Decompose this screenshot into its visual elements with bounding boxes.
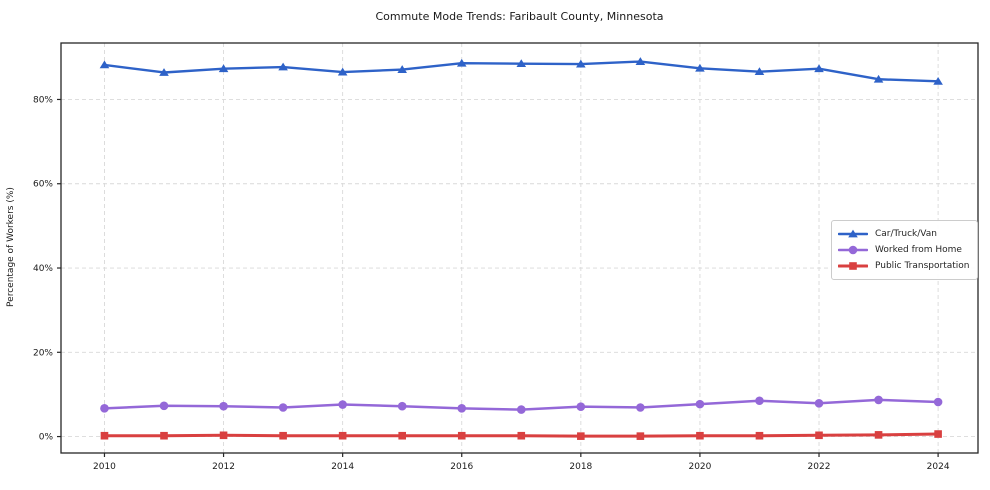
data-point-marker [933,397,943,407]
data-point-marker [457,404,467,413]
legend-item-public-transportation: Public Transportation [838,258,969,274]
data-point-marker [219,401,228,411]
data-point-marker [636,432,645,440]
series-worked-from-home [100,395,943,414]
data-point-marker [397,401,407,411]
legend: Car/Truck/Van Worked from Home Public Tr… [831,220,978,280]
y-tick-label: 80% [33,95,53,105]
data-point-marker [218,64,229,73]
data-point-marker [516,59,527,68]
data-point-marker [696,431,704,440]
data-point-marker [814,64,824,73]
legend-line-sample [838,245,868,255]
data-point-marker [278,62,288,71]
data-point-marker [636,403,645,412]
y-tick-label: 0% [39,433,54,443]
x-tick-label: 2016 [450,462,473,472]
y-tick-label: 60% [33,180,53,190]
chart-title: Commute Mode Trends: Faribault County, M… [375,10,664,23]
data-point-marker [576,59,586,68]
legend-label: Worked from Home [875,245,962,255]
data-point-marker [159,401,169,411]
data-point-marker [576,402,586,411]
axis-ticks: 2010 2012 2014 2016 2018 2020 2022 2024 0% 20% 40%… [33,95,950,472]
data-point-marker [337,67,348,76]
data-point-marker [754,67,765,76]
legend-sample-marker [849,262,857,270]
data-point-marker [219,431,228,440]
data-point-marker [99,60,110,69]
legend-line-sample [838,229,868,238]
data-point-marker [874,395,883,405]
legend-label: Car/Truck/Van [875,229,937,239]
x-tick-label: 2022 [808,462,831,472]
data-point-marker [517,431,526,440]
data-point-marker [577,432,585,440]
data-point-marker [100,431,109,440]
plot-border [60,42,979,454]
data-point-marker [516,405,526,414]
data-point-marker [278,403,288,412]
x-tick-label: 2020 [688,462,711,472]
x-tick-label: 2010 [93,462,116,472]
legend-item-car-truck-van: Car/Truck/Van [838,226,969,242]
data-point-marker [934,430,942,438]
data-point-marker [160,431,168,440]
data-point-marker [815,431,823,440]
x-tick-label: 2012 [212,462,235,472]
data-point-marker [398,431,406,440]
data-point-marker [755,431,764,440]
data-point-marker [695,63,705,72]
data-point-marker [279,431,287,440]
data-point-marker [695,399,705,409]
legend-sample-marker [848,229,858,238]
data-point-marker [159,68,169,76]
legend-item-worked-from-home: Worked from Home [838,242,969,258]
x-tick-label: 2024 [927,462,950,472]
data-point-marker [933,76,943,85]
data-point-marker [457,431,466,440]
series-car-truck-van [99,57,943,85]
legend-sample-marker [848,245,858,255]
x-tick-label: 2014 [331,462,354,472]
y-tick-label: 20% [33,348,53,358]
data-point-marker [338,431,347,440]
data-point-marker [635,57,646,65]
legend-line-sample [838,262,868,270]
data-point-marker [814,398,824,408]
series-public-transportation [100,430,942,440]
data-point-marker [338,400,347,409]
y-tick-label: 40% [33,264,53,274]
data-point-marker [100,404,109,413]
x-tick-label: 2018 [569,462,592,472]
data-point-marker [456,58,467,67]
data-point-marker [874,431,883,439]
data-point-marker [397,65,407,73]
data-point-marker [755,396,764,406]
data-point-marker [873,74,884,83]
legend-label: Public Transportation [875,261,970,271]
